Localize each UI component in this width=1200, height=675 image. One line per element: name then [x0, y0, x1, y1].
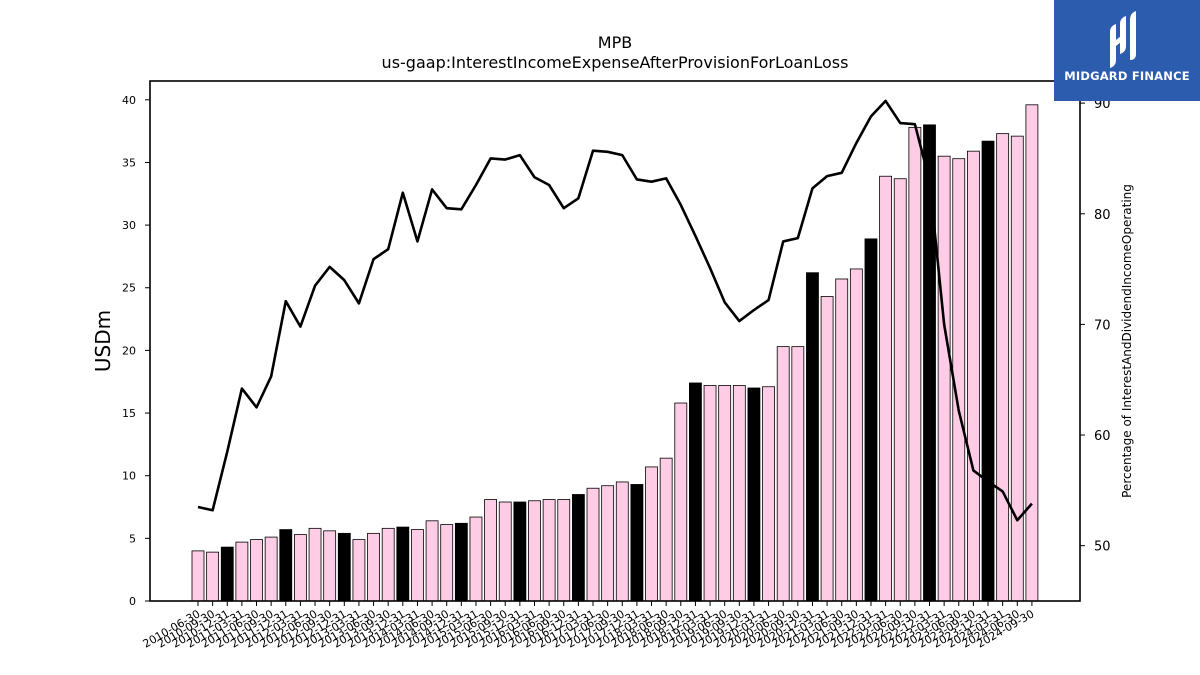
y-tick-label: 5 — [129, 532, 136, 545]
bar — [469, 516, 483, 602]
bar — [528, 500, 541, 602]
y2-tick-label: 70 — [1094, 318, 1111, 333]
bar — [849, 268, 863, 602]
bar — [396, 526, 410, 602]
y-tick-label: 35 — [122, 156, 136, 169]
bar — [571, 494, 585, 602]
bar — [264, 536, 278, 602]
bar — [923, 124, 936, 602]
bar — [981, 140, 995, 602]
bar — [206, 551, 220, 602]
bar — [425, 520, 439, 602]
bar — [762, 386, 775, 602]
axes: 051015202530354050607080902010-06-302010… — [122, 80, 1111, 651]
bar — [615, 481, 629, 602]
bar — [776, 346, 790, 602]
y-tick-label: 10 — [122, 470, 136, 483]
chart-title: MPB — [598, 33, 632, 52]
midgard-logo-icon — [1110, 11, 1136, 68]
bar — [806, 272, 819, 602]
bar — [191, 550, 205, 602]
chart-title-group: MPB us-gaap:InterestIncomeExpenseAfterPr… — [382, 33, 849, 72]
bar — [879, 175, 893, 602]
y2-axis-label: Percentage of InterestAndDividendIncomeO… — [1120, 184, 1134, 498]
y-axis-label: USDm — [91, 310, 115, 372]
bar — [484, 499, 498, 602]
bar — [835, 278, 849, 602]
logo-text: MIDGARD FINANCE — [1064, 69, 1190, 83]
y-tick-label: 40 — [122, 94, 136, 107]
bar — [498, 501, 512, 602]
y2-tick-label: 80 — [1094, 208, 1111, 223]
line-series-path — [197, 99, 1033, 522]
chart-subtitle: us-gaap:InterestIncomeExpenseAfterProvis… — [382, 53, 849, 72]
y-tick-label: 0 — [129, 595, 136, 608]
bar — [367, 532, 380, 602]
bar — [294, 534, 307, 602]
bar — [996, 133, 1010, 602]
bar — [937, 155, 951, 602]
bar — [220, 546, 234, 602]
bar — [557, 499, 571, 602]
bar — [908, 126, 922, 602]
bar — [689, 382, 702, 602]
bar — [542, 499, 556, 602]
y-tick-label: 15 — [122, 407, 136, 420]
bar — [732, 385, 746, 602]
bar — [674, 402, 688, 602]
bar — [440, 524, 454, 602]
bar-series — [191, 104, 1039, 602]
bar — [411, 529, 424, 602]
bar — [586, 487, 600, 602]
bar — [337, 532, 351, 602]
bar — [966, 150, 980, 602]
line-series — [197, 99, 1033, 522]
plot-frame — [149, 80, 1081, 602]
bar — [250, 539, 263, 602]
bar — [513, 501, 527, 602]
y2-tick-label: 50 — [1094, 540, 1111, 555]
bar — [1025, 104, 1039, 602]
bar — [645, 466, 658, 602]
bar — [791, 346, 805, 602]
bar — [352, 539, 366, 602]
bar — [381, 527, 395, 602]
bar — [747, 387, 761, 602]
bar — [279, 529, 293, 602]
bar — [864, 238, 878, 602]
y-tick-label: 20 — [122, 344, 136, 357]
bar — [601, 485, 615, 602]
bar — [718, 385, 732, 602]
bar — [659, 457, 673, 602]
bar — [630, 484, 644, 602]
bar — [323, 530, 337, 602]
bar — [703, 385, 717, 602]
bar — [893, 178, 907, 602]
bar — [454, 522, 468, 602]
y-tick-label: 25 — [122, 282, 136, 295]
bar — [820, 296, 834, 602]
y2-tick-label: 60 — [1094, 429, 1111, 444]
bar — [1010, 135, 1024, 602]
bar — [235, 541, 249, 602]
brand-logo: MIDGARD FINANCE — [1054, 0, 1200, 101]
y-tick-label: 30 — [122, 219, 136, 232]
bar — [308, 527, 322, 602]
